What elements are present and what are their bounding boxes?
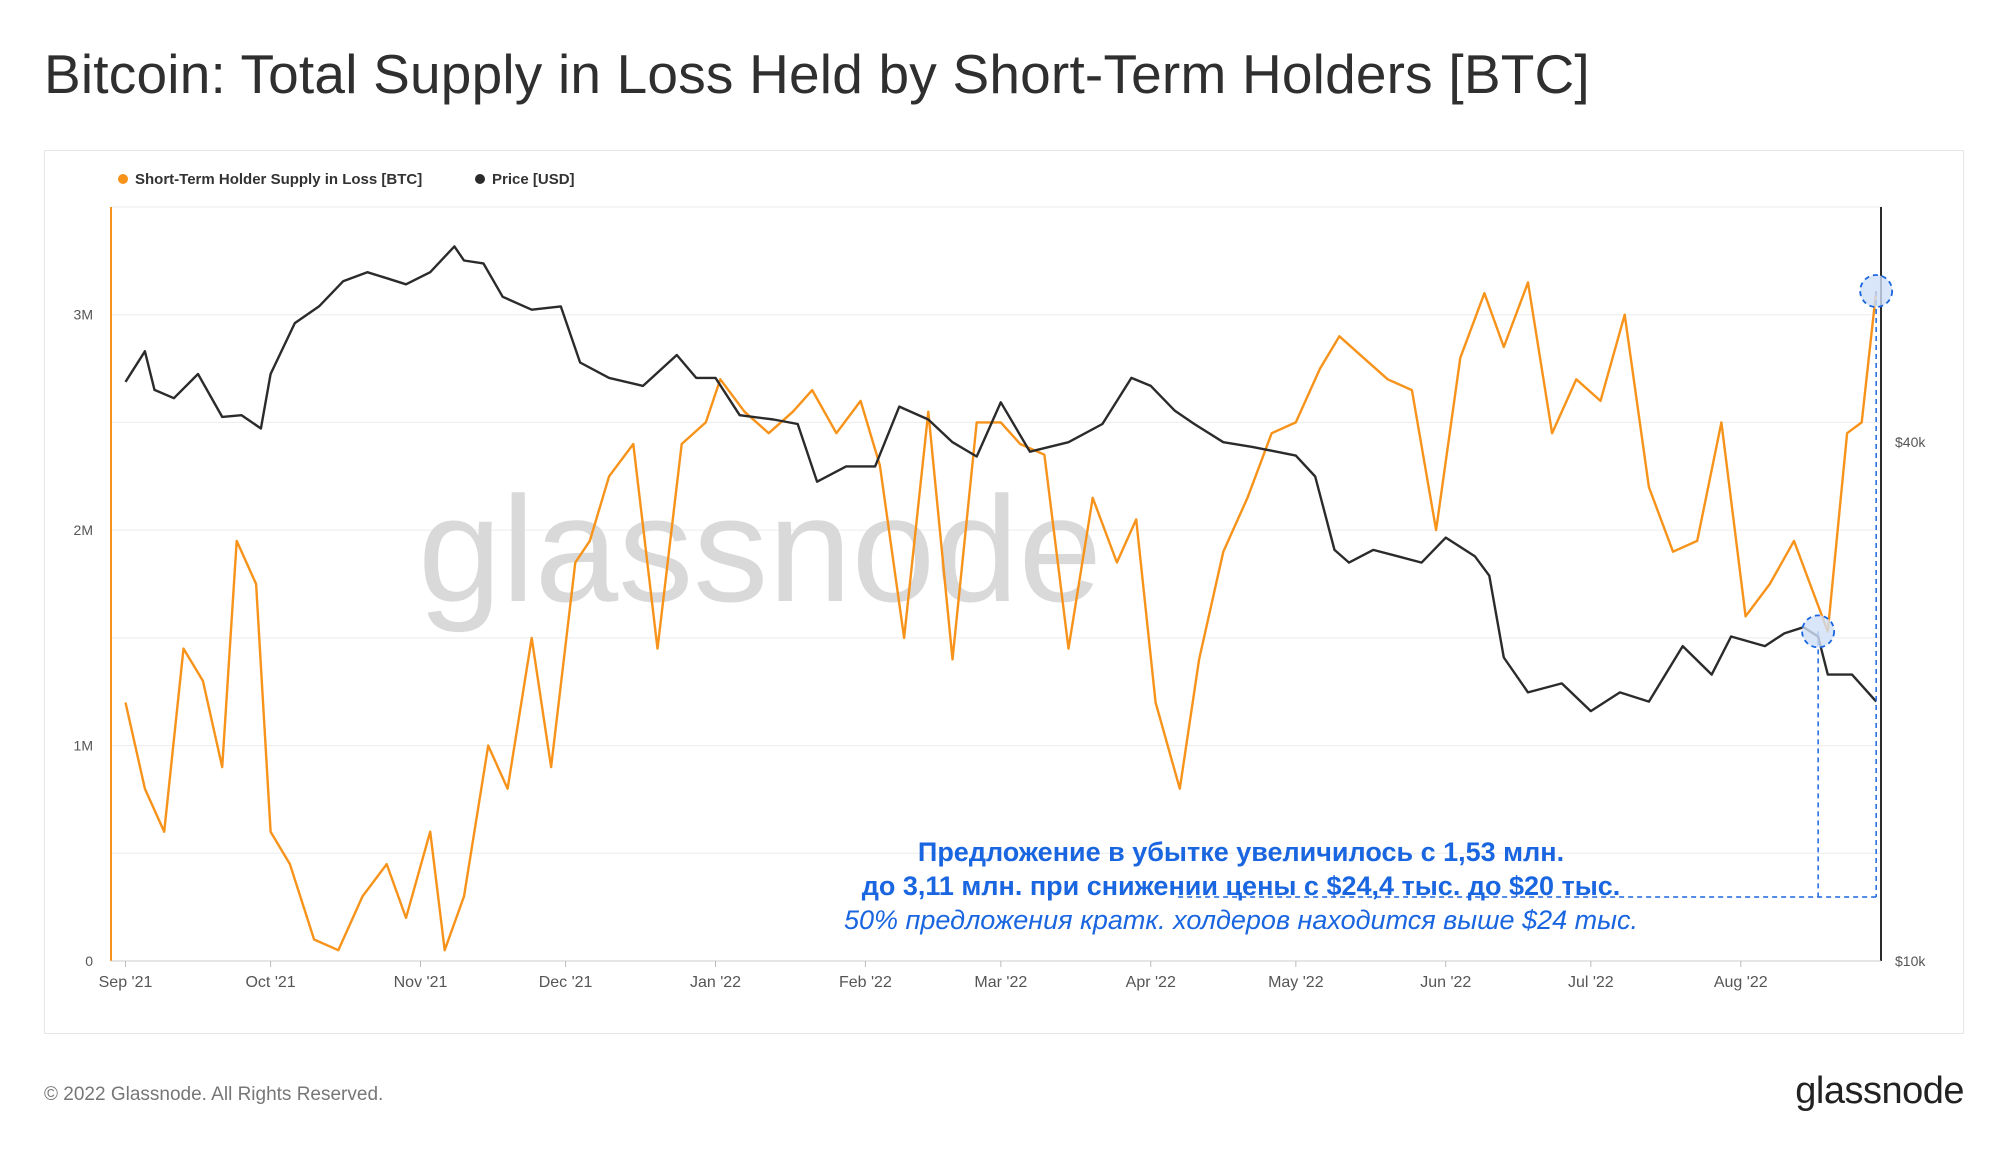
y-right-tick-label: $10k: [1895, 953, 1926, 969]
series-layer: [124, 245, 1878, 952]
x-tick-label: Dec '21: [539, 974, 593, 991]
annotation-line-2: до 3,11 млн. при снижении цены с $24,4 т…: [862, 871, 1621, 901]
axis-layer: 0 1M 2M 3M $10k $40k Sep '21 Oct '21 Nov '21 Dec …: [74, 207, 1926, 991]
x-tick-label: Apr '22: [1126, 974, 1176, 991]
series-line-price: [124, 245, 1878, 713]
annotation-line-1: Предложение в убытке увеличилось с 1,53 …: [918, 837, 1564, 867]
x-tick-label: Oct '21: [245, 974, 295, 991]
legend-label-supply[interactable]: Short-Term Holder Supply in Loss [BTC]: [135, 171, 422, 188]
x-tick-label: Jul '22: [1568, 974, 1614, 991]
y-left-tick-label: 2M: [74, 522, 93, 538]
annotation-marker-end: [1859, 274, 1894, 308]
legend-swatch-supply: [118, 174, 128, 184]
legend: Short-Term Holder Supply in Loss [BTC] P…: [118, 171, 575, 188]
x-tick-label: Aug '22: [1714, 974, 1768, 991]
y-right-tick-label: $40k: [1895, 434, 1926, 450]
watermark: glassnode: [418, 465, 1102, 633]
chart-svg: glassnode 0 1M 2M 3M $10k $40k Sep '21 Oct '21 N…: [74, 171, 1927, 991]
x-tick-label: Feb '22: [839, 974, 892, 991]
x-tick-label: Sep '21: [99, 974, 153, 991]
chart-panel: glassnode 0 1M 2M 3M $10k $40k Sep '21 Oct '21 N…: [44, 150, 1964, 1034]
y-left-tick-label: 3M: [74, 307, 93, 323]
x-tick-label: Nov '21: [394, 974, 448, 991]
glassnode-logo[interactable]: glassnode: [1795, 1070, 1964, 1112]
marker-layer: [1178, 274, 1894, 898]
annotation-line-3: 50% предложения кратк. холдеров находитс…: [844, 905, 1638, 935]
page-title: Bitcoin: Total Supply in Loss Held by Sh…: [44, 43, 1590, 105]
annotation-marker-start: [1801, 614, 1836, 649]
y-left-tick-label: 0: [85, 953, 93, 969]
copyright-text: © 2022 Glassnode. All Rights Reserved.: [44, 1084, 384, 1105]
x-tick-label: Mar '22: [974, 974, 1027, 991]
legend-swatch-price: [475, 174, 485, 184]
x-tick-label: Jan '22: [690, 974, 741, 991]
x-tick-label: May '22: [1268, 974, 1324, 991]
annotation-text: Предложение в убытке увеличилось с 1,53 …: [844, 837, 1638, 935]
legend-label-price[interactable]: Price [USD]: [492, 171, 575, 188]
y-left-tick-label: 1M: [74, 738, 93, 754]
series-line-supply: [124, 281, 1878, 952]
x-tick-label: Jun '22: [1420, 974, 1471, 991]
